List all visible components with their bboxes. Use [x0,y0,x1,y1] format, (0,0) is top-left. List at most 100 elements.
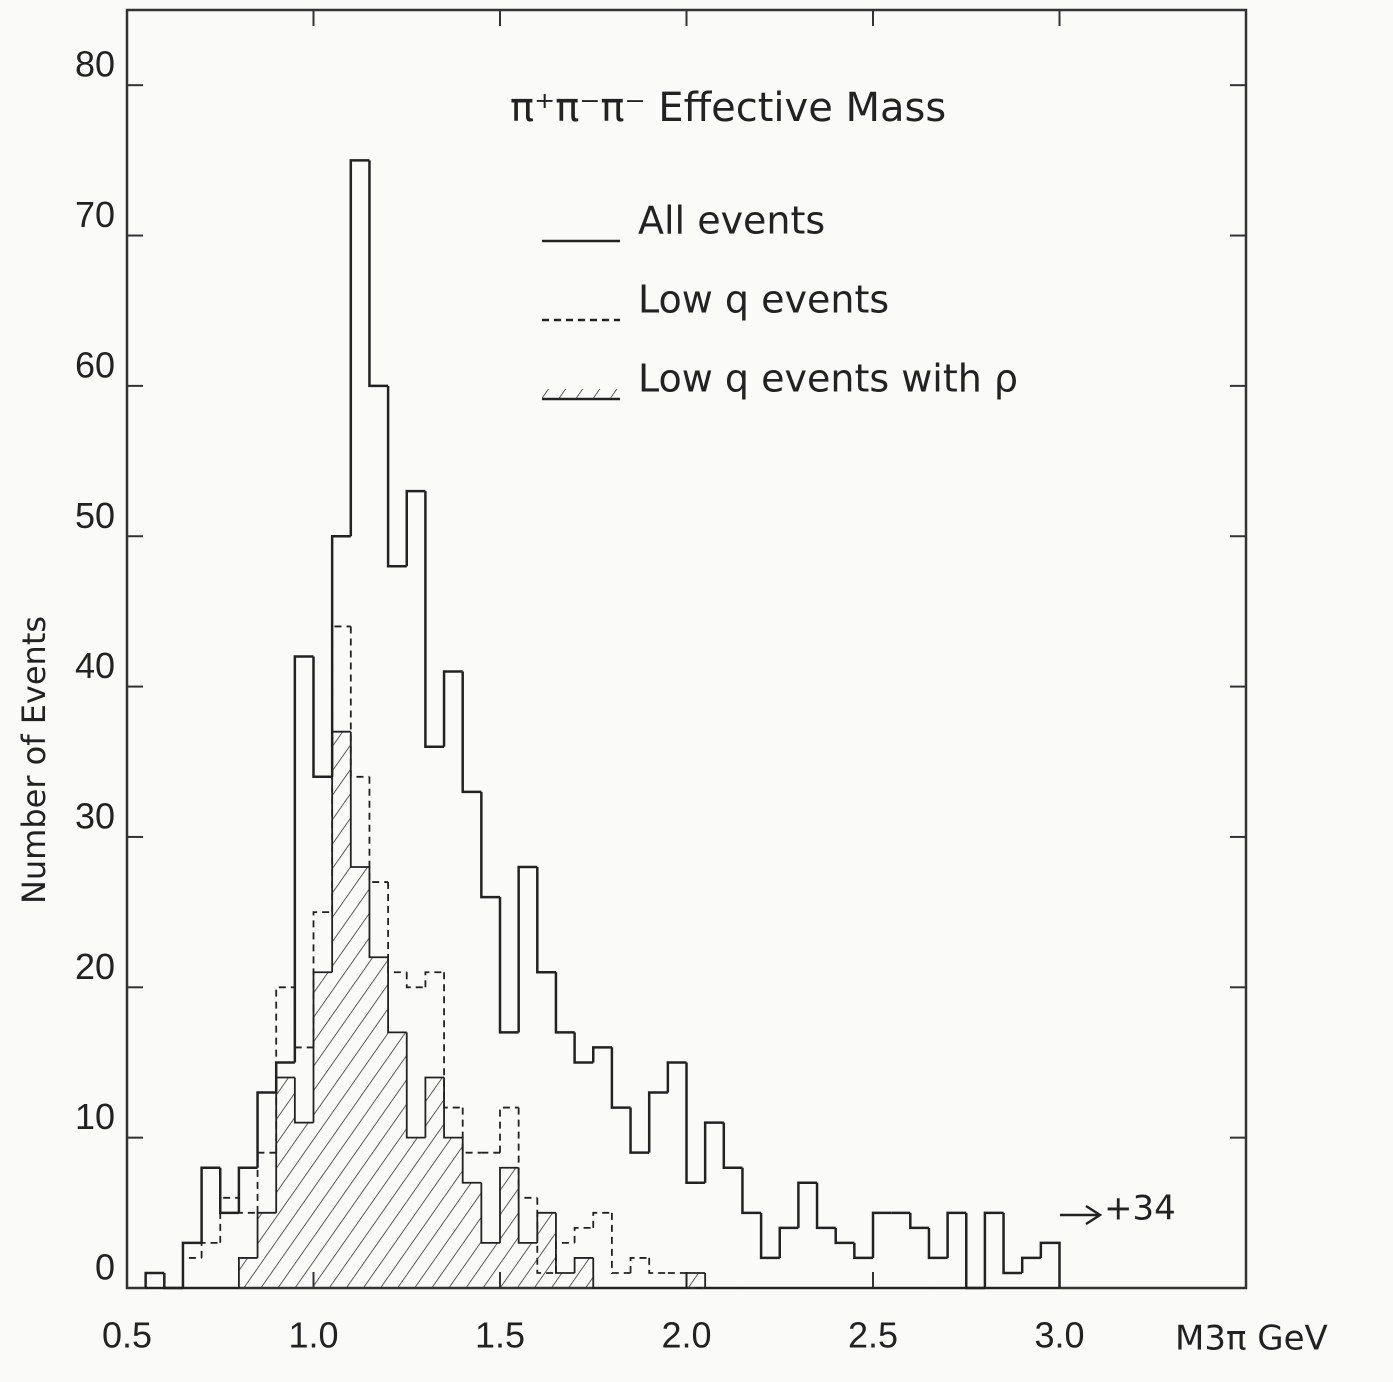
hatched-bar [238,1257,258,1288]
y-tick-label: 30 [75,795,115,836]
histogram-step [349,626,370,778]
histogram-step [405,972,426,989]
histogram-step [312,971,333,1123]
histogram-step [517,865,538,1033]
histogram-step [312,656,333,779]
histogram-step [368,776,389,883]
histogram-step [1002,1212,1023,1275]
histogram-step [200,1241,221,1258]
histogram-step [461,1107,482,1154]
histogram-step [293,655,314,1063]
histogram-step [144,1271,165,1288]
histogram-step [648,1257,668,1274]
histogram-step [647,1091,668,1153]
histogram-step [424,491,445,748]
histogram-step [424,971,445,988]
histogram-step [797,1181,818,1228]
y-tick-label: 20 [75,946,115,987]
y-tick-label: 40 [75,645,115,686]
histogram-step [592,1046,612,1063]
histogram-step [703,1121,724,1183]
histogram-step [871,1211,892,1258]
histogram-step [983,1211,1004,1288]
histogram-step [927,1227,948,1260]
histogram-step [386,385,407,568]
hatched-bar [462,1182,482,1288]
histogram-step [238,1257,258,1288]
histogram-step [163,1272,183,1290]
histogram-step [368,867,389,959]
histogram-step [517,1107,538,1199]
histogram-step [181,1241,202,1288]
histogram-step [182,1257,202,1288]
legend-label: Low q events with ρ [638,357,1018,401]
histogram-step [256,1211,277,1258]
hatched-bar [444,1137,463,1288]
y-tick-label: 50 [75,495,115,536]
histogram-step [722,1122,743,1169]
x-tick-label: 0.5 [102,1315,152,1356]
y-tick-label: 0 [95,1247,115,1288]
hatched-bar [518,1242,538,1288]
histogram-step [536,1211,556,1243]
histogram-step [498,897,519,1034]
hatched-bar [332,731,351,1288]
hatched-bar [574,1257,594,1288]
histogram-step [759,1212,780,1260]
histogram-step [611,1212,631,1274]
histogram-step [778,1226,799,1258]
histogram-step [629,1257,650,1273]
y-tick-label: 80 [75,44,115,85]
histogram-step [573,1257,594,1273]
histogram-step [480,1182,500,1244]
hatched-bar [500,1167,519,1288]
histogram-step [741,1167,762,1215]
histogram-step [946,1211,967,1258]
histogram-step [368,160,389,388]
histogram-step [387,882,407,974]
histogram-step [1039,1241,1061,1288]
hatched-bar [276,1077,295,1288]
hatched-bar [350,867,370,1288]
histogram-step [331,730,351,973]
x-tick-label: 1.5 [475,1315,525,1356]
histogram-step [592,1257,612,1289]
histogram-step [517,1167,538,1244]
legend-swatch-hatch [542,389,620,399]
histogram-step [219,1196,239,1243]
histogram-step [424,1076,445,1138]
histogram-step [405,1032,426,1139]
histogram-step [461,1137,482,1184]
x-tick-label: 3.0 [1034,1315,1084,1356]
histogram-step [555,1241,575,1273]
hatched-bar [555,1272,575,1288]
hatched-bar [313,972,333,1288]
histogram-step [293,987,314,1049]
hatched-bar [425,1077,445,1288]
hatched-bar [388,1032,407,1288]
histogram-step [405,489,426,567]
histogram-step [237,1166,258,1213]
histogram-step [330,534,351,777]
x-axis-label: M3π GeV [1175,1319,1328,1359]
histogram-step [704,1272,724,1289]
histogram-step [275,1076,295,1213]
hatched-bar [257,1212,277,1288]
histogram-step [219,1167,239,1215]
histogram-step [349,159,370,537]
hatched-bar [406,1137,426,1288]
histogram-step [610,1047,631,1109]
hatched-bar [294,1122,314,1288]
x-tick-label: 1.0 [288,1315,338,1356]
hatched-bar [481,1242,500,1288]
annotation: +34 [1104,1189,1176,1229]
legend-label: All events [638,199,825,243]
histogram-step [387,957,407,1034]
histogram-step [815,1182,836,1230]
histogram-step [480,791,500,899]
histogram-step [685,1272,706,1288]
histogram-step [555,1212,575,1274]
histogram-step [853,1242,873,1260]
histogram-step [349,731,370,868]
legend-label: Low q events [638,278,889,322]
